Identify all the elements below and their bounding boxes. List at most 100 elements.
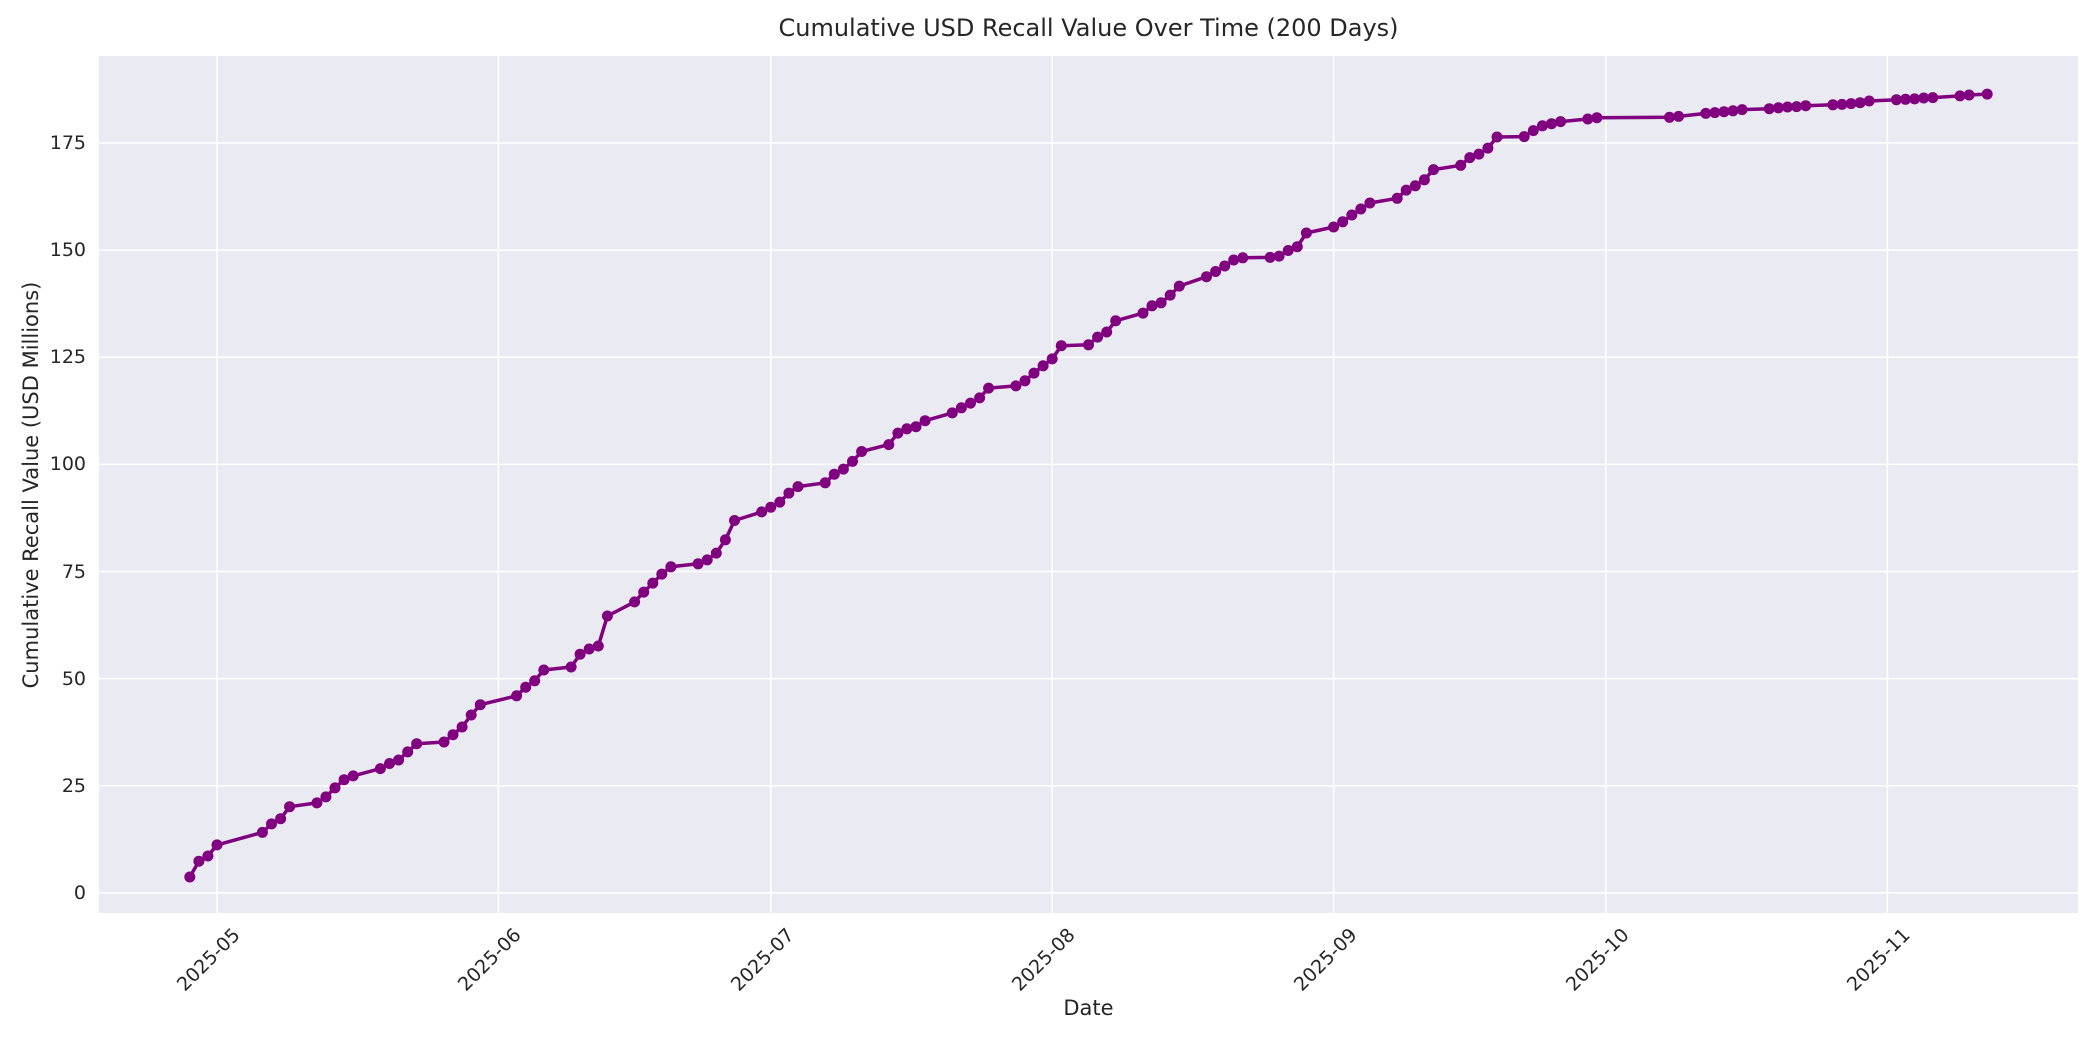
data-point — [266, 818, 277, 830]
data-point — [1237, 252, 1249, 264]
data-point — [1464, 152, 1476, 164]
data-point — [1845, 98, 1857, 110]
data-point — [1591, 112, 1603, 124]
data-point — [955, 402, 967, 414]
data-point — [1101, 326, 1113, 338]
data-point — [919, 415, 931, 427]
data-point — [1046, 353, 1058, 365]
data-point — [193, 855, 205, 867]
data-point — [1418, 174, 1430, 186]
data-point — [892, 427, 904, 439]
data-point — [692, 558, 704, 570]
data-point — [1300, 227, 1312, 239]
data-point — [1909, 93, 1921, 105]
data-point — [329, 782, 341, 794]
data-point — [402, 746, 414, 758]
data-point — [565, 661, 577, 673]
data-point — [1037, 360, 1049, 372]
data-point — [447, 729, 459, 741]
data-point — [901, 423, 913, 435]
data-point — [1010, 380, 1022, 392]
data-point — [701, 554, 713, 566]
y-tick-label: 175 — [49, 132, 86, 154]
data-point — [792, 481, 804, 493]
data-point — [520, 681, 532, 693]
x-axis-label: Date — [1063, 996, 1114, 1020]
data-point — [1400, 184, 1412, 196]
data-point — [1546, 118, 1557, 130]
data-point — [1527, 125, 1539, 137]
y-tick-label: 75 — [61, 560, 86, 583]
data-point — [275, 813, 287, 825]
data-point — [1890, 94, 1902, 106]
data-point — [1772, 102, 1784, 114]
data-point — [1355, 203, 1367, 215]
data-point — [1981, 88, 1993, 100]
data-point — [1473, 148, 1485, 160]
data-point — [710, 547, 722, 559]
data-point — [1582, 113, 1594, 125]
data-point — [1210, 266, 1222, 277]
data-point — [665, 561, 677, 573]
data-point — [284, 801, 296, 813]
data-point — [184, 871, 196, 883]
data-point — [1763, 103, 1775, 115]
data-point — [538, 664, 550, 676]
data-point — [1146, 300, 1158, 312]
data-point — [1273, 250, 1285, 262]
data-point — [202, 850, 214, 862]
data-point — [456, 721, 468, 733]
data-point — [1709, 107, 1721, 119]
data-point — [1718, 106, 1730, 118]
data-point — [856, 446, 868, 457]
data-point — [1854, 97, 1866, 109]
data-point — [965, 397, 976, 409]
data-point — [1337, 216, 1349, 228]
data-point — [529, 675, 541, 687]
data-point — [1491, 131, 1503, 143]
data-point — [1963, 89, 1975, 101]
data-point — [1863, 95, 1875, 107]
data-point — [1092, 331, 1104, 343]
data-point — [1155, 297, 1167, 309]
data-point — [1346, 209, 1358, 221]
data-point — [729, 515, 740, 526]
data-point — [411, 738, 423, 750]
data-point — [819, 477, 831, 489]
y-tick-label: 25 — [61, 774, 86, 797]
data-point — [828, 468, 840, 480]
data-point — [574, 648, 586, 660]
data-point — [384, 758, 395, 769]
data-point — [1555, 116, 1567, 128]
data-point — [910, 421, 922, 433]
data-point — [1219, 260, 1231, 272]
chart-title: Cumulative USD Recall Value Over Time (2… — [778, 14, 1399, 42]
data-point — [1673, 110, 1685, 122]
data-point — [1518, 131, 1530, 143]
y-tick-label: 0 — [73, 881, 86, 904]
data-point — [629, 596, 641, 608]
data-point — [1201, 271, 1212, 283]
data-point — [1428, 164, 1439, 176]
data-point — [1391, 192, 1403, 204]
data-point — [946, 407, 958, 419]
data-point — [1736, 104, 1748, 116]
data-point — [474, 699, 486, 711]
data-point — [211, 839, 223, 851]
data-point — [338, 774, 350, 786]
data-point — [1282, 245, 1294, 256]
data-point — [656, 568, 668, 580]
y-tick-label: 125 — [49, 346, 86, 369]
data-point — [1173, 280, 1185, 292]
data-point — [765, 501, 777, 513]
data-point — [1727, 105, 1739, 117]
data-point — [756, 506, 768, 518]
data-point — [783, 487, 795, 499]
y-tick-label: 150 — [49, 239, 86, 262]
plot-background — [99, 56, 2078, 913]
data-point — [465, 709, 477, 721]
data-point — [1836, 98, 1848, 110]
data-point — [1019, 375, 1031, 387]
data-point — [256, 826, 268, 838]
